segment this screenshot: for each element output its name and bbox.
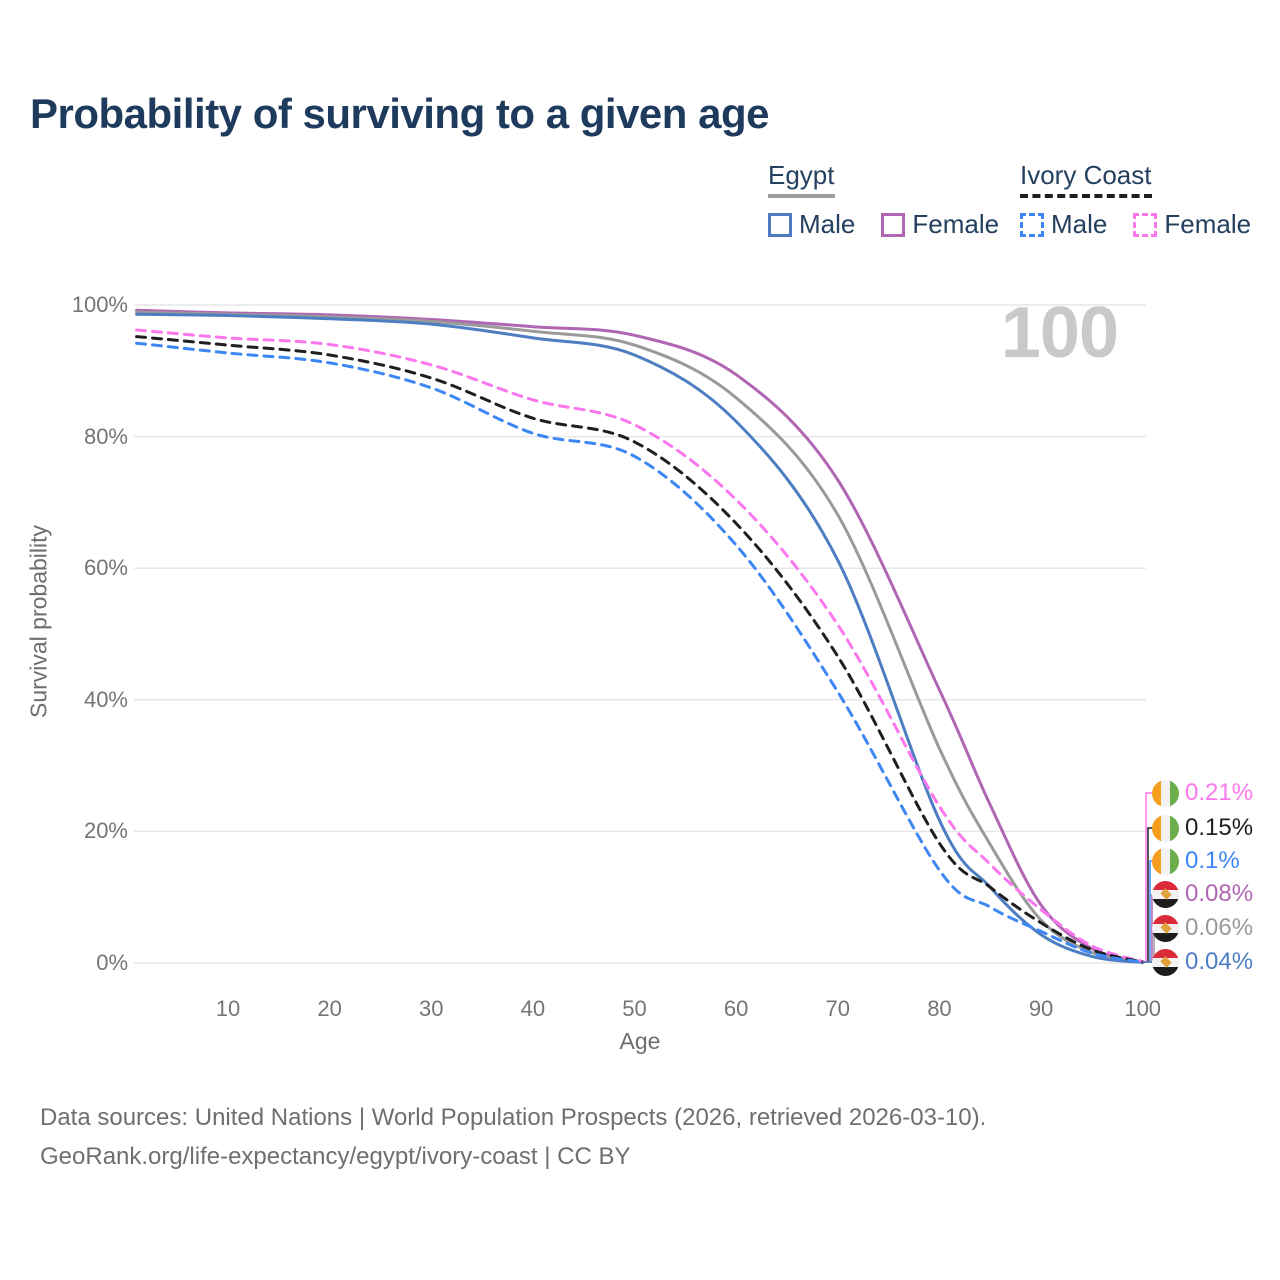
egypt-male-swatch-icon <box>768 212 792 237</box>
egypt-flag-icon <box>1152 880 1179 908</box>
ivory-coast-female-swatch-icon <box>1133 212 1158 237</box>
legend-country-ivory-coast[interactable]: Ivory Coast <box>1020 160 1152 198</box>
legend-country-egypt[interactable]: Egypt <box>768 160 835 198</box>
footer-attribution-line: GeoRank.org/life-expectancy/egypt/ivory-… <box>40 1143 631 1170</box>
series-line-ivory-coast-both-sexes[interactable] <box>135 335 1145 964</box>
x-tick-label: 40 <box>520 996 546 1021</box>
legend-item-label: Male <box>799 209 856 239</box>
series-line-egypt-both-sexes[interactable] <box>135 310 1145 964</box>
legend-item-label: Female <box>912 209 1000 239</box>
legend-group-ivory-coast: Ivory Coast Male Female <box>1020 160 1251 240</box>
legend-item-ivory-coast-female[interactable]: Female <box>1133 209 1251 240</box>
end-value-label-egypt-male: 0.04% <box>1152 948 1253 976</box>
end-value-text: 0.15% <box>1185 814 1254 841</box>
end-value-text: 0.06% <box>1185 914 1254 941</box>
legend-group-egypt: Egypt Male Female <box>768 160 999 240</box>
y-tick-label: 0% <box>96 950 128 975</box>
x-tick-label: 70 <box>825 996 851 1021</box>
x-tick-label: 50 <box>622 996 647 1021</box>
egypt-flag-icon <box>1152 948 1179 976</box>
footer-source-line: Data sources: United Nations | World Pop… <box>40 1104 987 1131</box>
legend-item-ivory-coast-male[interactable]: Male <box>1020 209 1107 240</box>
series-line-egypt-female[interactable] <box>135 308 1145 964</box>
legend-item-egypt-female[interactable]: Female <box>881 209 999 240</box>
y-tick-label: 40% <box>83 686 128 712</box>
end-value-label-egypt-both-sexes: 0.06% <box>1152 914 1253 942</box>
x-tick-label: 90 <box>1028 996 1054 1021</box>
egypt-female-swatch-icon <box>881 212 906 237</box>
x-tick-label: 20 <box>317 996 342 1021</box>
ivory-coast-flag-icon <box>1152 814 1179 842</box>
footer: Data sources: United Nations | World Pop… <box>40 1098 986 1176</box>
end-value-text: 0.1% <box>1185 847 1240 874</box>
x-tick-label: 60 <box>723 996 749 1021</box>
x-axis-title: Age <box>619 1028 661 1054</box>
y-tick-label: 80% <box>83 423 128 449</box>
watermark-age-100: 100 <box>1000 293 1119 373</box>
y-tick-label: 60% <box>83 555 128 581</box>
series-line-egypt-male[interactable] <box>135 312 1145 964</box>
legend-item-egypt-male[interactable]: Male <box>768 209 855 240</box>
x-tick-label: 100 <box>1124 996 1162 1021</box>
ivory-coast-flag-icon <box>1152 779 1179 807</box>
page-title: Probability of surviving to a given age <box>30 90 769 137</box>
end-value-text: 0.08% <box>1185 880 1254 907</box>
egypt-flag-icon <box>1152 914 1179 942</box>
end-value-text: 0.04% <box>1185 948 1254 975</box>
end-value-label-egypt-female: 0.08% <box>1152 880 1253 908</box>
y-tick-label: 20% <box>83 818 128 844</box>
end-value-label-ivory-coast-female: 0.21% <box>1152 779 1253 807</box>
ivory-coast-flag-icon <box>1152 847 1179 875</box>
end-value-label-ivory-coast-male: 0.1% <box>1152 847 1240 875</box>
ivory-coast-male-swatch-icon <box>1020 212 1044 237</box>
legend-item-label: Female <box>1164 209 1252 239</box>
y-axis-title: Survival probability <box>25 524 52 719</box>
series-line-ivory-coast-male[interactable] <box>135 341 1145 964</box>
end-value-label-ivory-coast-both-sexes: 0.15% <box>1152 814 1253 842</box>
end-value-text: 0.21% <box>1185 779 1254 806</box>
x-tick-label: 80 <box>927 996 952 1021</box>
x-tick-label: 30 <box>419 996 444 1021</box>
series-line-ivory-coast-female[interactable] <box>135 328 1145 964</box>
y-tick-label: 100% <box>71 292 128 317</box>
x-tick-label: 10 <box>215 996 241 1021</box>
legend-item-label: Male <box>1051 209 1108 239</box>
